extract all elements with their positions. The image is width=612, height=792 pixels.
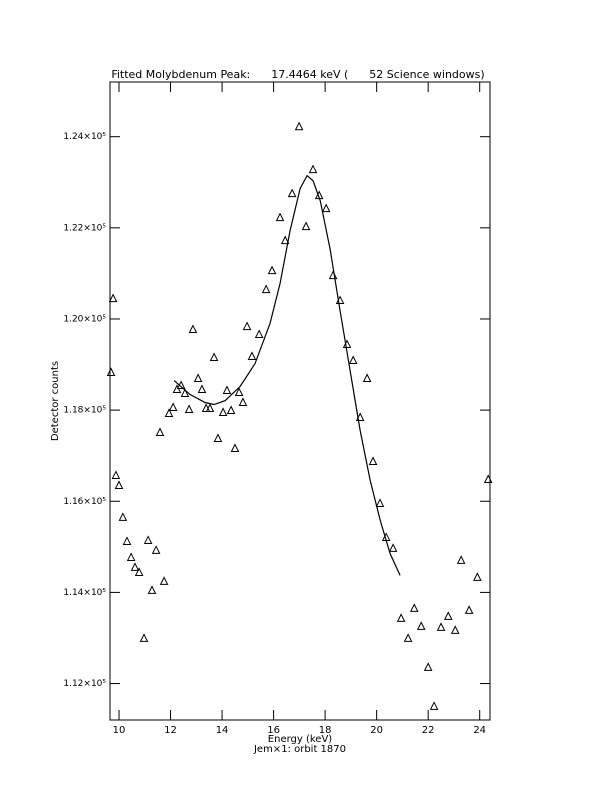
- data-point: [301, 221, 311, 231]
- data-point: [456, 555, 466, 564]
- data-point: [184, 404, 194, 414]
- x-tick-label: 18: [319, 725, 332, 736]
- data-point: [134, 567, 144, 576]
- data-point: [193, 373, 203, 383]
- data-point: [234, 387, 244, 397]
- data-point: [118, 512, 128, 521]
- x-tick-label: 16: [267, 725, 280, 736]
- data-point: [388, 543, 398, 552]
- data-point: [139, 633, 149, 642]
- data-point: [106, 367, 116, 377]
- data-point: [188, 324, 198, 334]
- x-tick-label: 12: [164, 725, 177, 736]
- data-point: [108, 293, 118, 303]
- x-tick-label: 20: [370, 725, 383, 736]
- data-point: [111, 470, 121, 479]
- data-point: [362, 373, 372, 383]
- y-tick-label: 1.12×10⁵: [63, 679, 106, 689]
- data-point: [429, 701, 439, 710]
- data-point: [294, 121, 304, 131]
- data-point: [342, 339, 352, 349]
- data-point: [473, 572, 482, 581]
- data-point: [126, 552, 136, 561]
- data-point: [275, 212, 285, 222]
- x-tick-label: 10: [113, 725, 126, 736]
- data-point: [308, 164, 318, 174]
- chart-title: Fitted Molybdenum Peak: 17.4464 keV ( 52…: [111, 68, 484, 81]
- data-point: [247, 351, 257, 361]
- data-point: [209, 352, 219, 362]
- data-point: [130, 562, 140, 571]
- data-point: [147, 585, 157, 594]
- data-point: [197, 384, 207, 394]
- y-tick-label: 1.20×10⁵: [63, 314, 106, 324]
- data-point: [213, 433, 223, 443]
- data-point: [287, 188, 297, 198]
- data-point: [155, 427, 165, 436]
- y-axis-label: Detector counts: [50, 361, 61, 441]
- data-point: [436, 622, 446, 631]
- data-point: [267, 265, 277, 275]
- data-point: [172, 384, 182, 394]
- data-point: [348, 355, 358, 365]
- data-point: [375, 498, 385, 507]
- data-point: [416, 621, 426, 630]
- y-tick-label: 1.16×10⁵: [63, 497, 106, 507]
- y-tick-label: 1.14×10⁵: [63, 588, 106, 598]
- y-tick-label: 1.18×10⁵: [63, 406, 106, 416]
- y-tick-label: 1.22×10⁵: [63, 223, 106, 233]
- x-tick-label: 22: [422, 725, 435, 736]
- data-point: [464, 605, 474, 614]
- data-point: [122, 536, 132, 545]
- data-point: [450, 625, 460, 634]
- data-point: [280, 235, 290, 245]
- subtitle: Jem×1: orbit 1870: [253, 744, 346, 755]
- data-point: [483, 474, 493, 483]
- data-point: [261, 284, 271, 294]
- y-tick-label: 1.24×10⁵: [63, 132, 106, 142]
- data-point: [151, 545, 161, 554]
- data-point: [143, 535, 153, 544]
- data-point: [328, 270, 338, 280]
- data-point: [321, 203, 331, 213]
- data-point: [205, 403, 215, 413]
- data-point: [396, 613, 406, 622]
- data-point: [164, 408, 174, 417]
- data-point: [368, 456, 378, 465]
- data-point: [222, 385, 232, 395]
- data-point: [114, 480, 124, 489]
- data-point: [423, 662, 433, 671]
- data-point: [242, 321, 252, 331]
- data-point: [403, 633, 413, 642]
- data-point: [218, 407, 228, 417]
- x-tick-label: 24: [473, 725, 486, 736]
- data-point: [254, 329, 264, 339]
- x-tick-label: 14: [216, 725, 229, 736]
- data-point: [409, 603, 419, 612]
- data-point: [226, 405, 236, 415]
- data-point: [159, 576, 169, 585]
- data-point: [443, 611, 453, 620]
- data-point: [168, 402, 178, 411]
- plot-frame: [109, 81, 491, 721]
- x-axis-label: Energy (keV): [268, 734, 333, 745]
- data-point: [230, 443, 240, 452]
- data-point: [238, 397, 248, 407]
- fit-line: [173, 174, 401, 576]
- data-point: [180, 388, 190, 398]
